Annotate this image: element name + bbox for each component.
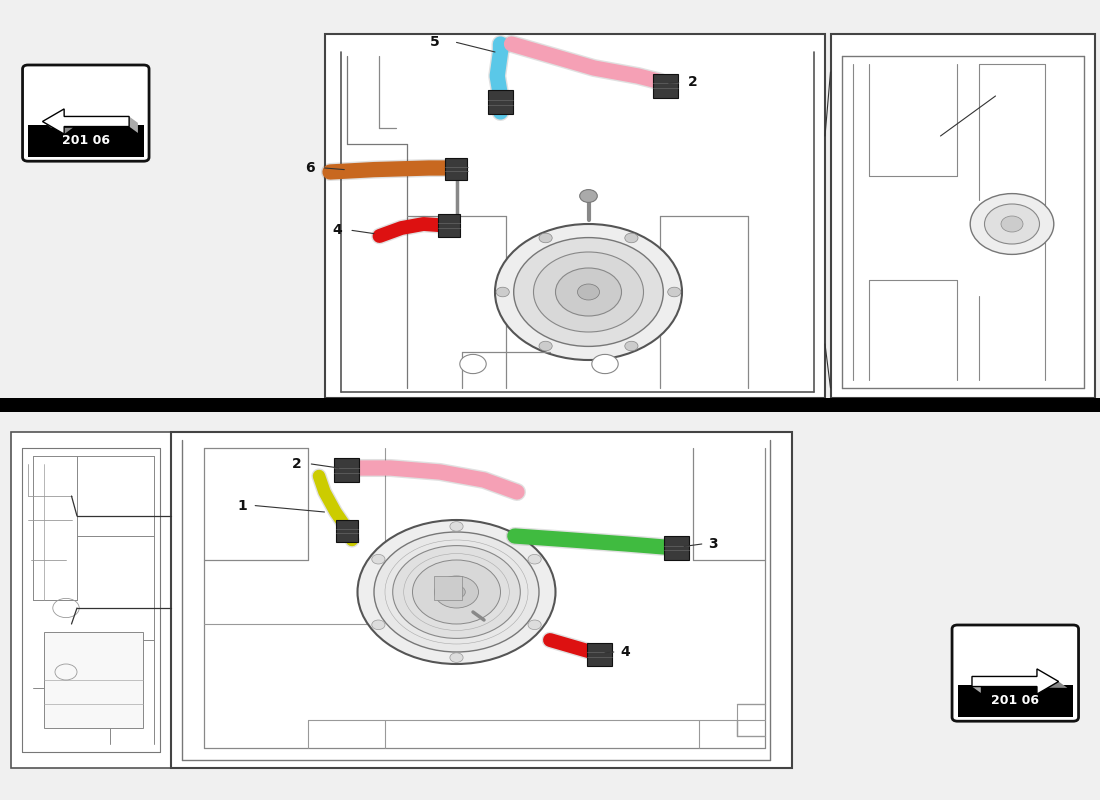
Bar: [488, 90, 513, 114]
Text: 1: 1: [238, 498, 246, 513]
Polygon shape: [972, 669, 1058, 694]
Text: 4: 4: [333, 223, 342, 238]
Circle shape: [534, 252, 644, 332]
Circle shape: [412, 560, 500, 624]
Bar: [957, 685, 1072, 717]
Circle shape: [668, 287, 681, 297]
Polygon shape: [43, 109, 129, 134]
Circle shape: [592, 354, 618, 374]
Circle shape: [393, 546, 520, 638]
FancyBboxPatch shape: [953, 625, 1078, 722]
Bar: [44, 632, 143, 728]
Circle shape: [984, 204, 1040, 244]
Circle shape: [495, 224, 682, 360]
Circle shape: [450, 653, 463, 662]
Bar: [664, 536, 689, 560]
Text: a ZParts.com parts diagram: a ZParts.com parts diagram: [432, 541, 712, 659]
Bar: [334, 458, 359, 482]
Bar: [830, 34, 1094, 398]
Bar: [170, 432, 792, 768]
Circle shape: [528, 620, 541, 630]
Polygon shape: [43, 122, 73, 134]
Circle shape: [539, 233, 552, 242]
Circle shape: [450, 522, 463, 531]
Bar: [0, 0, 1100, 398]
Circle shape: [625, 342, 638, 351]
Bar: [0, 398, 1100, 412]
Bar: [29, 125, 143, 157]
Text: a ZParts.com parts diagram: a ZParts.com parts diagram: [432, 165, 712, 283]
Circle shape: [460, 354, 486, 374]
Text: 201 06: 201 06: [62, 134, 110, 147]
Bar: [11, 432, 170, 768]
Bar: [336, 520, 358, 542]
Circle shape: [434, 576, 478, 608]
Circle shape: [580, 190, 597, 202]
Polygon shape: [129, 117, 138, 133]
Text: 4: 4: [620, 645, 629, 659]
Text: 6: 6: [306, 161, 315, 175]
Circle shape: [1001, 216, 1023, 232]
Text: 2: 2: [293, 457, 301, 471]
Polygon shape: [1037, 682, 1067, 694]
Bar: [438, 214, 460, 237]
Circle shape: [496, 287, 509, 297]
Polygon shape: [972, 677, 981, 693]
Text: 5: 5: [430, 35, 439, 50]
Circle shape: [970, 194, 1054, 254]
FancyBboxPatch shape: [22, 65, 148, 162]
Text: 3: 3: [708, 537, 717, 551]
Bar: [0, 412, 1100, 800]
Circle shape: [578, 284, 600, 300]
Circle shape: [528, 554, 541, 564]
Bar: [434, 576, 462, 600]
Circle shape: [372, 554, 385, 564]
Circle shape: [358, 520, 556, 664]
Bar: [587, 643, 612, 666]
Bar: [446, 158, 468, 180]
Circle shape: [374, 532, 539, 652]
Circle shape: [625, 233, 638, 242]
Circle shape: [448, 586, 465, 598]
Circle shape: [556, 268, 622, 316]
Bar: [653, 74, 678, 98]
Text: 201 06: 201 06: [991, 694, 1040, 707]
Circle shape: [372, 620, 385, 630]
Circle shape: [514, 238, 663, 346]
Circle shape: [539, 342, 552, 351]
Bar: [324, 34, 825, 398]
Text: 2: 2: [689, 75, 697, 90]
